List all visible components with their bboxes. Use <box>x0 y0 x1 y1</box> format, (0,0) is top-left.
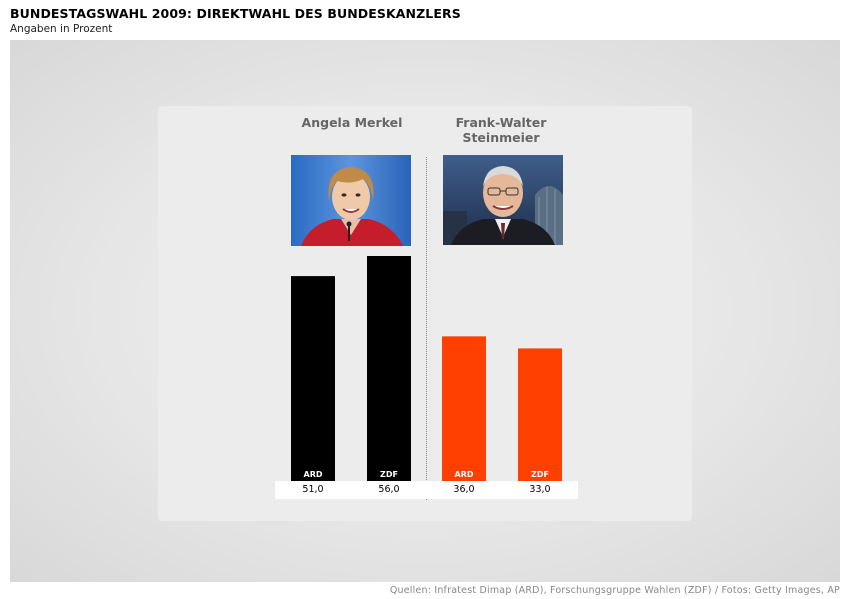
values-row <box>275 481 578 499</box>
group-divider <box>426 157 427 500</box>
merkel-photo <box>291 155 411 246</box>
bar-label-steinmeier-ard: ARD <box>455 470 474 479</box>
bar-merkel-zdf <box>367 256 411 481</box>
value-label-merkel-ard: 51,0 <box>302 484 324 495</box>
source-note: Quellen: Infratest Dimap (ARD), Forschun… <box>389 585 840 596</box>
value-label-steinmeier-zdf: 33,0 <box>529 484 551 495</box>
value-label-merkel-zdf: 56,0 <box>378 484 400 495</box>
chart-panel <box>158 106 692 521</box>
bar-steinmeier-zdf <box>518 348 562 481</box>
chart-subtitle: Angaben in Prozent <box>10 23 113 35</box>
value-label-steinmeier-ard: 36,0 <box>453 484 475 495</box>
candidate-name-steinmeier: Frank-Walter Steinmeier <box>455 115 547 145</box>
chart-title: BUNDESTAGSWAHL 2009: DIREKTWAHL DES BUND… <box>10 6 461 21</box>
steinmeier-photo <box>443 155 563 245</box>
candidate-name-merkel: Angela Merkel <box>301 115 403 130</box>
bar-label-merkel-zdf: ZDF <box>380 470 398 479</box>
bar-steinmeier-ard <box>442 336 486 481</box>
bar-label-steinmeier-zdf: ZDF <box>531 470 549 479</box>
bar-merkel-ard <box>291 276 335 481</box>
bar-label-merkel-ard: ARD <box>304 470 323 479</box>
